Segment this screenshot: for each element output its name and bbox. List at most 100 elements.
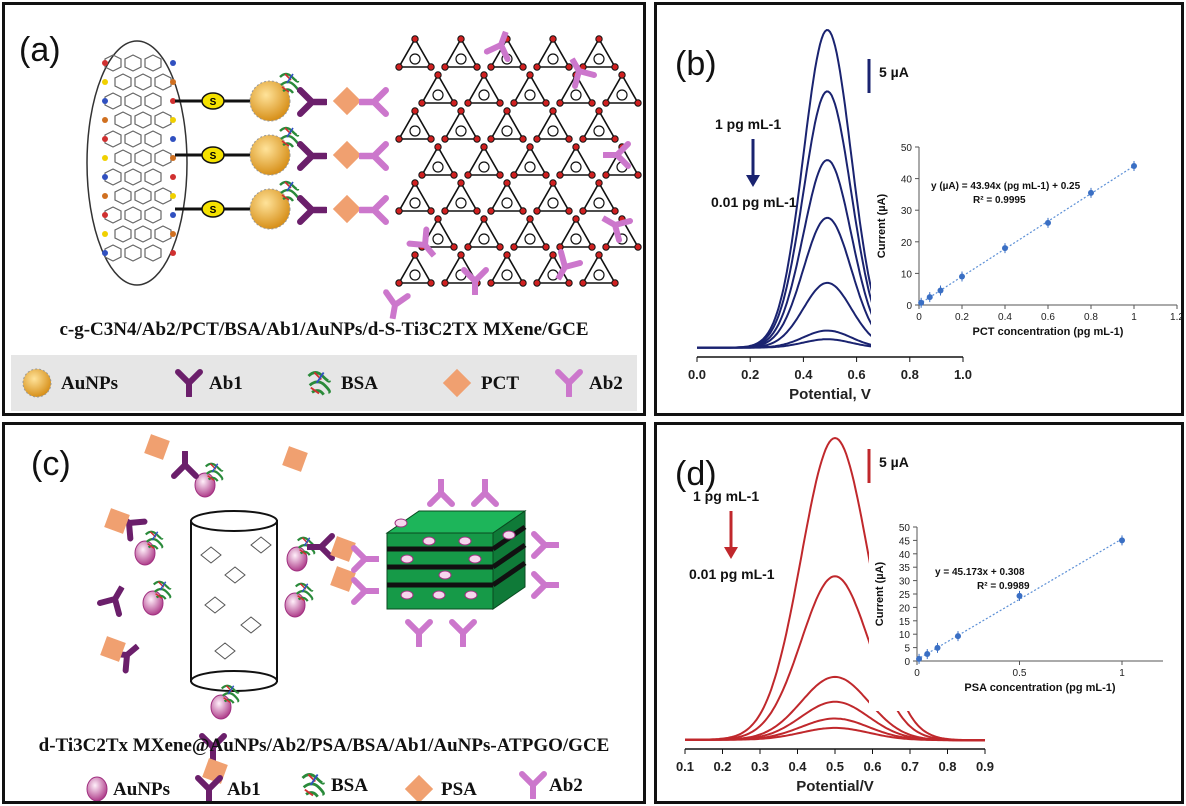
antigen-icon	[330, 566, 356, 592]
linker-row-3: S	[175, 200, 253, 218]
nanotube	[190, 510, 278, 692]
inset-y-tick-label: 15	[899, 617, 911, 628]
graphene-hex	[114, 225, 132, 243]
n-atom	[618, 71, 626, 79]
inset-y-tick-label: 5	[904, 644, 910, 655]
edge-atom	[102, 60, 108, 66]
ring	[524, 89, 536, 101]
graphene-hex	[154, 149, 172, 167]
ring	[593, 269, 605, 281]
graphene-hex	[104, 206, 122, 224]
x-axis-title: Potential/V	[796, 778, 874, 795]
inset-data-point	[1016, 592, 1023, 599]
n-atom	[542, 243, 550, 251]
triazine-unit	[466, 217, 502, 248]
triazine-unit	[489, 37, 525, 68]
graphene-hex	[124, 92, 142, 110]
n-atom	[549, 179, 557, 187]
graphene-hex	[104, 130, 122, 148]
graphene-lattice	[102, 54, 176, 262]
inset-x-tick-label: 1.2	[1170, 312, 1181, 323]
n-atom	[565, 207, 573, 215]
bsa-icon	[144, 530, 164, 551]
graphene-hex	[124, 244, 142, 262]
inset-x-tick-label: 0.4	[998, 312, 1012, 323]
ab2-icon	[382, 292, 408, 319]
triazine-unit	[535, 181, 571, 212]
triazine-unit	[489, 109, 525, 140]
n-atom	[464, 243, 472, 251]
bsa-icon	[307, 371, 331, 397]
panel-a-legend: AuNPs Ab1 BSA PCT Ab2	[11, 355, 637, 411]
triazine-unit	[443, 181, 479, 212]
n-atom	[634, 171, 642, 179]
n-atom	[611, 63, 619, 71]
inset-y-tick-label: 50	[901, 143, 913, 154]
ring	[593, 125, 605, 137]
bsa-icon	[204, 462, 224, 483]
n-atom	[565, 63, 573, 71]
n-atom	[411, 179, 419, 187]
panel-a: (a) S S S	[2, 2, 646, 416]
triazine-unit	[604, 73, 640, 104]
inset-data-point	[959, 273, 965, 280]
triazine-unit	[443, 253, 479, 284]
panel-c-caption: d-Ti3C2Tx MXene@AuNPs/Ab2/PSA/BSA/Ab1/Au…	[38, 735, 610, 756]
n-atom	[427, 63, 435, 71]
n-atom	[434, 71, 442, 79]
n-atom	[611, 279, 619, 287]
inset-data-point	[926, 294, 933, 301]
graphene-hex	[154, 187, 172, 205]
n-atom	[519, 279, 527, 287]
n-atom	[411, 251, 419, 259]
ab2-icon	[558, 372, 580, 396]
pct-icon	[442, 368, 472, 398]
graphene-hex	[104, 168, 122, 186]
inset-x-tick-label: 1	[1119, 668, 1125, 679]
panel-a-schematic: S S S	[86, 5, 642, 413]
immuno-stack	[249, 72, 386, 230]
n-atom	[411, 35, 419, 43]
ab1-icon	[198, 778, 220, 801]
n-atom	[434, 143, 442, 151]
ring	[455, 53, 467, 65]
ab1-icon	[174, 452, 196, 476]
graphene-hex	[114, 149, 132, 167]
ab2-icon	[464, 270, 486, 294]
conc-low-label: 0.01 pg mL-1	[711, 194, 797, 210]
triazine-unit	[581, 181, 617, 212]
antigen-icon	[100, 636, 126, 662]
n-atom	[579, 207, 587, 215]
aunp	[422, 536, 436, 546]
n-atom	[496, 171, 504, 179]
antigen-icon	[104, 508, 130, 534]
graphene-hex	[104, 92, 122, 110]
ring	[478, 161, 490, 173]
n-atom	[595, 35, 603, 43]
n-atom	[480, 71, 488, 79]
triazine-unit	[397, 109, 433, 140]
inset-fit-line	[918, 165, 1135, 305]
panel-a-label: (a)	[19, 31, 61, 69]
x-tick-label: 0.2	[713, 759, 731, 774]
inset-equation: y (µA) = 43.94x (pg mL-1) + 0.25	[931, 181, 1081, 192]
graphene-hex	[134, 111, 152, 129]
edge-atom	[102, 79, 108, 85]
triazine-unit	[489, 253, 525, 284]
legend-psa: PSA	[441, 779, 477, 800]
inset-y-tick-label: 25	[899, 590, 911, 601]
inset-y-title: Current (µA)	[874, 561, 886, 626]
inset-x-tick-label: 0.2	[955, 312, 969, 323]
x-tick-label: 0.6	[863, 759, 881, 774]
linker-row-1: S	[175, 92, 253, 110]
n-atom	[533, 207, 541, 215]
inset-y-tick-label: 30	[901, 206, 913, 217]
graphene-hex	[134, 149, 152, 167]
x-tick-label: 0.2	[741, 367, 759, 382]
ring	[409, 197, 421, 209]
panel-b: (b) 0.0 0.2 0.4 0.6 0.8 1.0 Potential, V 5 µA 1 …	[654, 2, 1184, 416]
ring	[547, 269, 559, 281]
n-atom	[503, 179, 511, 187]
ring	[616, 89, 628, 101]
x-tick-label: 0.1	[676, 759, 694, 774]
